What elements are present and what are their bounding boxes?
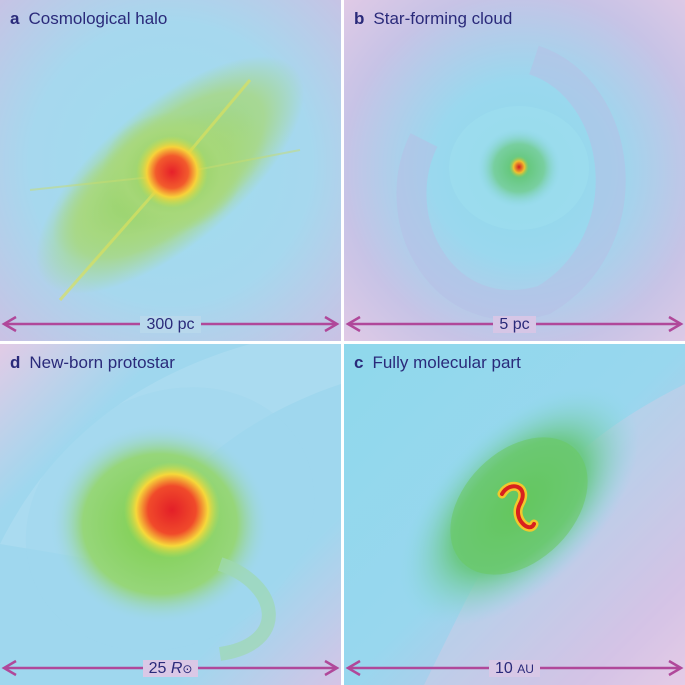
scale-label: 25 R⊙ [142,660,199,677]
scale-bar: 300 pc [0,314,341,338]
panel-title: c Fully molecular part [354,353,521,373]
panel-star-forming-cloud: b Star-forming cloud 5 pc [344,0,685,341]
panel-letter: b [354,9,365,28]
horizontal-divider [0,341,685,344]
panel-letter: c [354,353,364,372]
scale-bar: 5 pc [344,314,685,338]
scale-label: 300 pc [140,316,201,333]
scale-bar: 10 AU [344,658,685,682]
panel-title: a Cosmological halo [10,9,167,29]
panel-title: d New-born protostar [10,353,175,373]
panel-title-text: New-born protostar [29,353,175,372]
density-map-molecular [344,344,685,685]
scale-label: 10 AU [489,660,540,677]
panel-fully-molecular-part: c Fully molecular part 10 AU [344,344,685,685]
panel-title: b Star-forming cloud [354,9,512,29]
scale-bar: 25 R⊙ [0,658,341,682]
scale-value: 10 [495,660,513,677]
density-map-protostar [0,344,341,685]
panel-title-text: Cosmological halo [28,9,168,28]
panel-letter: a [10,9,20,28]
scale-label: 5 pc [493,316,536,333]
density-map-halo [0,0,341,341]
panel-title-text: Fully molecular part [372,353,521,372]
panel-title-text: Star-forming cloud [373,9,513,28]
scale-value: 25 [148,660,167,677]
panel-letter: d [10,353,21,372]
panel-new-born-protostar: d New-born protostar 25 R⊙ [0,344,341,685]
sun-symbol-icon: ⊙ [182,662,193,676]
scale-unit: AU [517,662,534,676]
scale-symbol: R [170,660,183,677]
panel-cosmological-halo: a Cosmological halo 300 pc [0,0,341,341]
density-map-cloud [344,0,685,341]
